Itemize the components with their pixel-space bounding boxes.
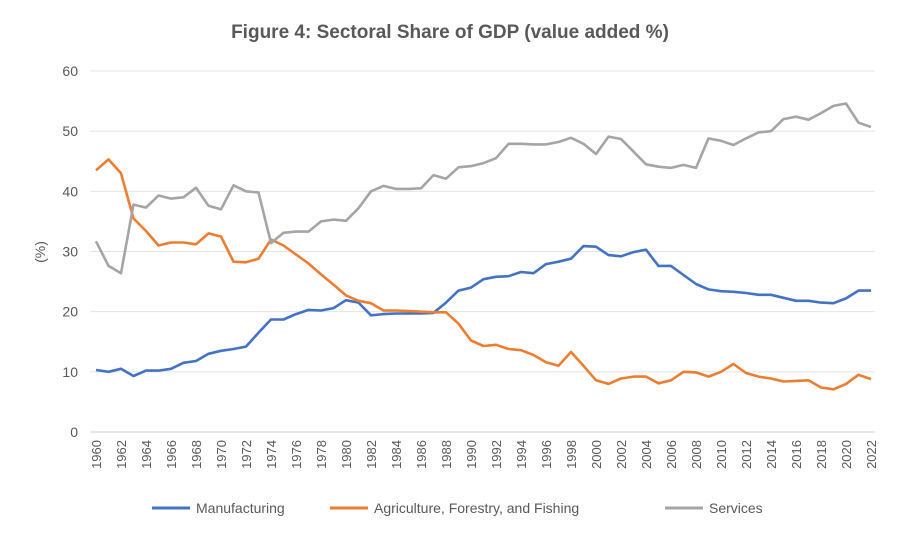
- y-tick-label: 30: [62, 244, 78, 260]
- x-tick-label: 1980: [339, 440, 354, 469]
- y-tick-label: 0: [70, 424, 78, 440]
- x-tick-label: 2020: [839, 440, 854, 469]
- x-tick-label: 1978: [314, 440, 329, 469]
- x-tick-label: 1988: [439, 440, 454, 469]
- x-tick-label: 2010: [714, 440, 729, 469]
- chart-title: Figure 4: Sectoral Share of GDP (value a…: [231, 22, 669, 43]
- x-tick-label: 1998: [564, 440, 579, 469]
- x-tick-label: 1976: [289, 440, 304, 469]
- x-tick-label: 1960: [89, 440, 104, 469]
- x-tick-label: 1962: [114, 440, 129, 469]
- x-tick-label: 1994: [514, 440, 529, 469]
- x-tick-label: 2008: [689, 440, 704, 469]
- y-tick-label: 50: [62, 123, 78, 139]
- x-tick-label: 1964: [139, 440, 154, 469]
- x-tick-label: 2022: [864, 440, 879, 469]
- x-tick-label: 2012: [739, 440, 754, 469]
- y-tick-label: 60: [62, 63, 78, 79]
- legend-label: Services: [709, 500, 763, 516]
- x-tick-label: 2002: [614, 440, 629, 469]
- x-tick-label: 1984: [389, 440, 404, 469]
- y-tick-label: 10: [62, 364, 78, 380]
- series-line-agriculture-forestry-and-fishing: [95, 158, 872, 391]
- x-tick-label: 1982: [364, 440, 379, 469]
- x-tick-label: 2016: [789, 440, 804, 469]
- y-axis-label: (%): [32, 241, 48, 263]
- x-tick-label: 2004: [639, 440, 654, 469]
- y-tick-label: 40: [62, 183, 78, 199]
- y-tick-label: 20: [62, 304, 78, 320]
- x-tick-label: 1966: [164, 440, 179, 469]
- x-tick-label: 1974: [264, 440, 279, 469]
- series-line-manufacturing: [95, 244, 871, 378]
- series-line-services: [94, 102, 872, 275]
- legend-label: Agriculture, Forestry, and Fishing: [374, 500, 579, 516]
- x-tick-label: 1970: [214, 440, 229, 469]
- x-tick-label: 1986: [414, 440, 429, 469]
- x-tick-label: 1996: [539, 440, 554, 469]
- x-tick-label: 1968: [189, 440, 204, 469]
- legend-label: Manufacturing: [196, 500, 285, 516]
- x-tick-label: 2018: [814, 440, 829, 469]
- x-tick-label: 2014: [764, 440, 779, 469]
- x-tick-label: 1992: [489, 440, 504, 469]
- x-tick-label: 1972: [239, 440, 254, 469]
- x-tick-label: 2000: [589, 440, 604, 469]
- x-tick-label: 1990: [464, 440, 479, 469]
- x-tick-label: 2006: [664, 440, 679, 469]
